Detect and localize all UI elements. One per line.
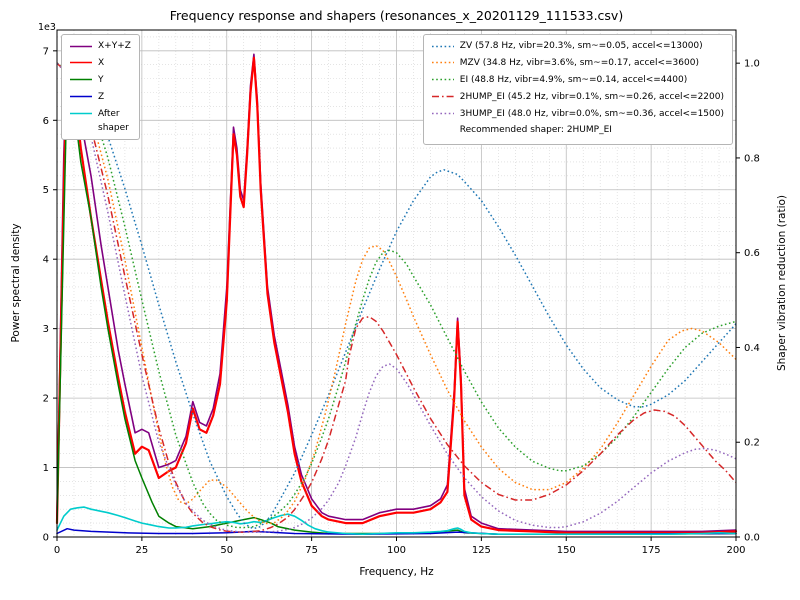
y-left-tick-label: 1 — [43, 463, 49, 474]
y-left-tick-label: 5 — [43, 185, 49, 196]
legend-item-ei: EI (48.8 Hz, vibr=4.9%, sm~=0.14, accel<… — [431, 73, 724, 90]
x-tick-label: 150 — [557, 545, 576, 556]
y-axis-label-left: Power spectral density — [10, 223, 22, 343]
2hump-ei-line-sample — [431, 92, 455, 106]
legend-label-y: Y — [98, 74, 104, 85]
legend-spacer — [431, 126, 455, 140]
series-zv-line — [56, 62, 737, 530]
legend-item-3hump-ei: 3HUMP_EI (48.0 Hz, vibr=0.0%, sm~=0.36, … — [431, 107, 724, 124]
legend-label-zv: ZV (57.8 Hz, vibr=20.3%, sm~=0.05, accel… — [459, 41, 703, 51]
y-left-tick-label: 3 — [43, 324, 49, 335]
x-axis-label: Frequency, Hz — [359, 566, 434, 578]
legend-item-2hump-ei: 2HUMP_EI (45.2 Hz, vibr=0.1%, sm~=0.26, … — [431, 90, 724, 107]
x-tick-label: 100 — [387, 545, 406, 556]
legend-item-mzv: MZV (34.8 Hz, vibr=3.6%, sm~=0.17, accel… — [431, 56, 724, 73]
x-tick-label: 175 — [642, 545, 661, 556]
legend-line-sample — [431, 112, 454, 115]
legend-line-sample — [431, 45, 454, 47]
legend-item-y: Y — [69, 73, 131, 90]
3hump-ei-line-sample — [431, 109, 455, 123]
y-right-tick-label: 0.6 — [744, 248, 760, 259]
series-3hump-ei-line — [56, 62, 737, 534]
xyz-line-sample — [69, 42, 93, 56]
legend-empty-sample — [431, 126, 455, 135]
y-right-tick-label: 0.2 — [744, 438, 760, 449]
y-axis-offset-text: 1e3 — [38, 22, 56, 33]
legend-item-z: Z — [69, 90, 131, 107]
legend-label-2hump-ei: 2HUMP_EI (45.2 Hz, vibr=0.1%, sm~=0.26, … — [459, 91, 724, 102]
legend-label-mzv: MZV (34.8 Hz, vibr=3.6%, sm~=0.17, accel… — [459, 57, 699, 68]
legend-item-xyz: X+Y+Z — [69, 39, 131, 56]
y-left-tick-label: 0 — [43, 533, 49, 544]
legend-item-zv: ZV (57.8 Hz, vibr=20.3%, sm~=0.05, accel… — [431, 39, 724, 56]
legend-item-recommended-shaper: Recommended shaper: 2HUMP_EI — [431, 123, 724, 140]
legend-label-xyz: X+Y+Z — [98, 41, 131, 51]
legend-label-ei: EI (48.8 Hz, vibr=4.9%, sm~=0.14, accel<… — [459, 74, 688, 85]
legend-line-sample — [70, 95, 92, 98]
chart-title: Frequency response and shapers (resonanc… — [169, 8, 624, 23]
y-line-sample — [69, 75, 93, 89]
z-line-sample — [69, 92, 93, 106]
legend-label-recommended-shaper: Recommended shaper: 2HUMP_EI — [459, 125, 612, 136]
x-tick-label: 200 — [726, 545, 745, 556]
legend-line-sample — [431, 78, 454, 81]
y-axis-label-right: Shaper vibration reduction (ratio) — [776, 194, 788, 372]
legend-line-sample — [70, 62, 92, 64]
x-tick-label: 75 — [305, 545, 318, 556]
legend-line-sample — [70, 112, 92, 115]
legend-line-sample — [431, 95, 454, 98]
mzv-line-sample — [431, 58, 455, 72]
legend-item-after-shaper: After shaper — [69, 107, 131, 136]
series-ei-line — [56, 62, 737, 529]
legend-label-after-shaper: After shaper — [98, 108, 129, 133]
y-right-tick-label: 0.8 — [744, 153, 760, 164]
y-left-tick-label: 2 — [43, 394, 49, 405]
x-line-sample — [69, 58, 93, 72]
legend-label-3hump-ei: 3HUMP_EI (48.0 Hz, vibr=0.0%, sm~=0.36, … — [459, 108, 724, 119]
series-mzv-line — [56, 62, 737, 525]
zv-line-sample — [431, 42, 455, 56]
x-tick-label: 125 — [472, 545, 491, 556]
legend-item-x: X — [69, 56, 131, 73]
series-x-line — [55, 56, 738, 534]
ei-line-sample — [431, 75, 455, 89]
y-left-tick-label: 7 — [43, 46, 49, 57]
y-left-tick-label: 4 — [43, 255, 49, 266]
x-tick-label: 25 — [136, 545, 149, 556]
y-right-tick-label: 0.4 — [744, 343, 760, 354]
x-tick-label: 50 — [220, 545, 233, 556]
legend-line-sample — [70, 78, 92, 81]
y-left-tick-label: 6 — [43, 116, 49, 127]
y-right-tick-label: 0.0 — [744, 533, 760, 544]
legend-line-sample — [70, 45, 92, 47]
legend-shapers: ZV (57.8 Hz, vibr=20.3%, sm~=0.05, accel… — [422, 34, 733, 146]
after-shaper-line-sample — [69, 109, 93, 123]
y-right-tick-label: 1.0 — [744, 59, 760, 70]
legend-psd: X+Y+Z X Y Z After shaper — [61, 34, 140, 141]
legend-line-sample — [431, 62, 454, 64]
legend-label-x: X — [98, 57, 105, 68]
x-tick-label: 0 — [54, 545, 60, 556]
legend-label-z: Z — [98, 91, 105, 102]
